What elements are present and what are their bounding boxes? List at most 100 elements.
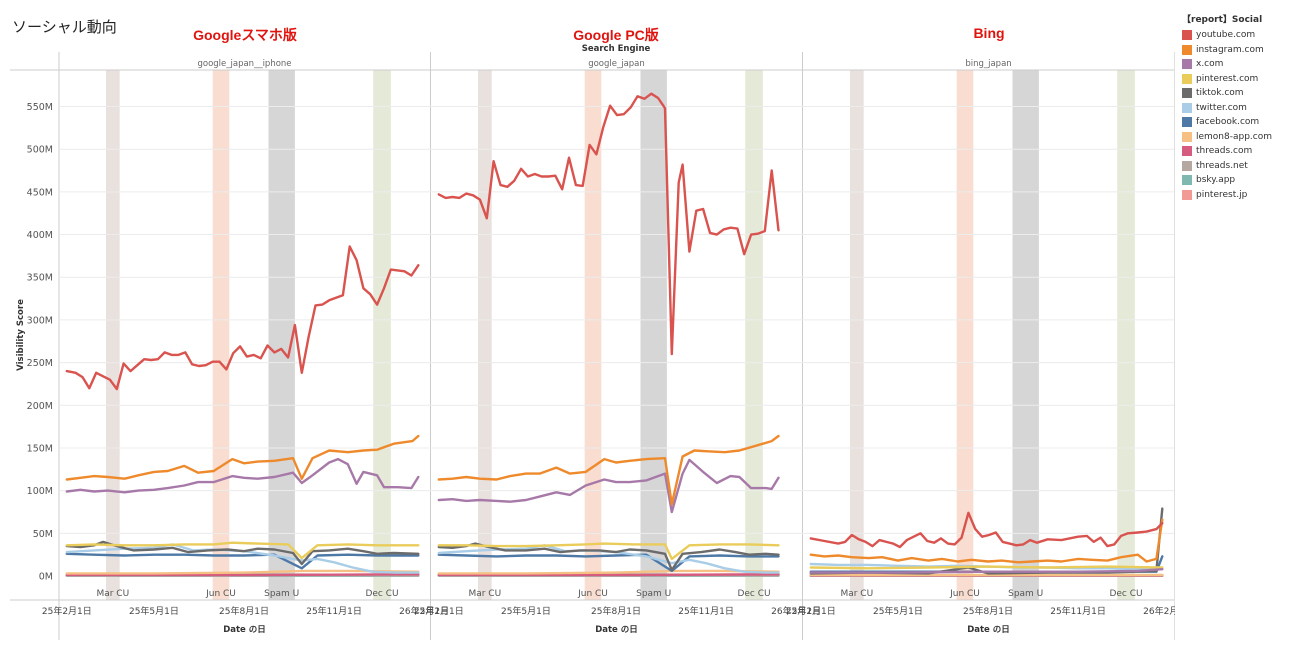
legend-item-bsky-app[interactable]: bsky.app	[1182, 173, 1272, 188]
x-tick-label: 25年11月1日	[1050, 605, 1106, 617]
x-axis-title: Date の日	[595, 625, 638, 635]
legend-label: lemon8-app.com	[1196, 131, 1273, 142]
legend: 【report】Social youtube.com instagram.com x…	[1182, 12, 1272, 202]
band-label: Jun CU	[205, 589, 236, 599]
x-tick-label: 25年5月1日	[501, 605, 551, 617]
event-band	[745, 70, 763, 600]
series-line-twitter-com	[65, 543, 420, 574]
x-axis-title: Date の日	[223, 625, 266, 635]
legend-swatch	[1182, 117, 1192, 128]
series-line-lemon8-app-com	[65, 569, 420, 575]
legend-title: 【report】Social	[1182, 15, 1263, 25]
y-tick-label: 50M	[33, 529, 53, 540]
series-line-lemon8-app-com	[437, 569, 780, 575]
event-band	[105, 70, 120, 600]
legend-item-pinterest-com[interactable]: pinterest.com	[1182, 72, 1272, 87]
series-line-facebook-com	[65, 552, 420, 570]
band-label: Dec CU	[737, 589, 770, 599]
legend-item-x-com[interactable]: x.com	[1182, 57, 1272, 72]
legend-label: twitter.com	[1196, 102, 1247, 113]
legend-label: threads.com	[1196, 146, 1253, 157]
band-label: Mar CU	[468, 589, 501, 599]
series-line-threads-com	[65, 573, 420, 577]
series-line-pinterest-com	[809, 565, 1164, 570]
legend-item-twitter-com[interactable]: twitter.com	[1182, 101, 1272, 116]
event-band	[956, 70, 974, 600]
legend-swatch	[1182, 160, 1192, 171]
band-label: Mar CU	[840, 589, 873, 599]
y-tick-label: 400M	[27, 230, 53, 241]
event-band	[212, 70, 230, 600]
legend-label: tiktok.com	[1196, 88, 1244, 99]
legend-swatch	[1182, 30, 1192, 41]
series-line-pinterest-com	[65, 541, 420, 560]
legend-swatch	[1182, 44, 1192, 55]
x-axis-title: Date の日	[967, 625, 1010, 635]
panel-name: google_japan	[588, 59, 645, 69]
series-line-youtube-com	[437, 92, 780, 356]
band-label: Mar CU	[96, 589, 129, 599]
band-label: Spam U	[636, 589, 671, 599]
legend-swatch	[1182, 175, 1192, 186]
event-band	[640, 70, 667, 600]
legend-swatch	[1182, 102, 1192, 113]
page-title: ソーシャル動向	[12, 18, 117, 36]
y-tick-label: 150M	[27, 443, 53, 454]
event-band	[373, 70, 391, 600]
legend-item-threads-com[interactable]: threads.com	[1182, 144, 1272, 159]
legend-item-tiktok-com[interactable]: tiktok.com	[1182, 86, 1272, 101]
series-line-x-com	[809, 568, 1164, 574]
x-tick-label: 25年2月1日	[786, 605, 836, 617]
legend-item-lemon8-app-com[interactable]: lemon8-app.com	[1182, 130, 1272, 145]
series-line-instagram-com	[437, 434, 780, 506]
y-tick-label: 200M	[27, 401, 53, 412]
panel-heading-mobile: Googleスマホ版	[193, 27, 297, 43]
legend-label: x.com	[1196, 59, 1224, 70]
y-tick-label: 350M	[27, 273, 53, 284]
y-tick-label: 500M	[27, 145, 53, 156]
legend-item-threads-net[interactable]: threads.net	[1182, 159, 1272, 174]
legend-label: pinterest.jp	[1196, 189, 1248, 200]
line-chart: 0M 50M 100M 150M 200M 250M 300M 350M 400M 450M 500…	[10, 44, 1175, 640]
legend-swatch	[1182, 131, 1192, 142]
panel-name: google_japan__iphone	[197, 59, 291, 69]
legend-label: instagram.com	[1196, 44, 1264, 55]
band-label: Jun CU	[949, 589, 980, 599]
series-line-x-com	[65, 457, 420, 494]
x-tick-label: 26年2月1日	[771, 605, 821, 617]
event-band	[849, 70, 864, 600]
legend-label: bsky.app	[1196, 175, 1236, 186]
x-tick-label: 25年8月1日	[963, 605, 1013, 617]
legend-swatch	[1182, 73, 1192, 84]
series-line-youtube-com	[65, 245, 420, 391]
series-line-facebook-com	[437, 553, 780, 573]
legend-swatch	[1182, 146, 1192, 157]
y-tick-label: 550M	[27, 102, 53, 113]
legend-item-instagram-com[interactable]: instagram.com	[1182, 43, 1272, 58]
legend-item-facebook-com[interactable]: facebook.com	[1182, 115, 1272, 130]
legend-swatch	[1182, 189, 1192, 200]
legend-items: youtube.com instagram.com x.com pinterest.c…	[1182, 28, 1272, 202]
legend-item-youtube-com[interactable]: youtube.com	[1182, 28, 1272, 43]
event-band	[268, 70, 295, 600]
event-band	[1117, 70, 1135, 600]
band-label: Dec CU	[365, 589, 398, 599]
x-tick-label: 25年5月1日	[873, 605, 923, 617]
y-tick-label: 0M	[39, 572, 53, 583]
series-line-instagram-com	[65, 434, 420, 481]
x-tick-label: 25年11月1日	[306, 605, 362, 617]
x-tick-label: 26年2月1日	[1143, 605, 1175, 617]
panel-heading-bing: Bing	[973, 25, 1005, 41]
legend-label: threads.net	[1196, 160, 1248, 171]
x-tick-label: 26年2月1日	[399, 605, 449, 617]
series-line-instagram-com	[809, 518, 1164, 564]
event-band	[1012, 70, 1039, 600]
band-label: Spam U	[264, 589, 299, 599]
series-line-pinterest-com	[437, 542, 780, 561]
legend-item-pinterest-jp[interactable]: pinterest.jp	[1182, 188, 1272, 203]
y-axis-title: Visibility Score	[16, 299, 26, 371]
y-tick-label: 300M	[27, 315, 53, 326]
series-line-youtube-com	[809, 511, 1164, 549]
band-label: Spam U	[1008, 589, 1043, 599]
x-tick-label: 25年5月1日	[129, 605, 179, 617]
